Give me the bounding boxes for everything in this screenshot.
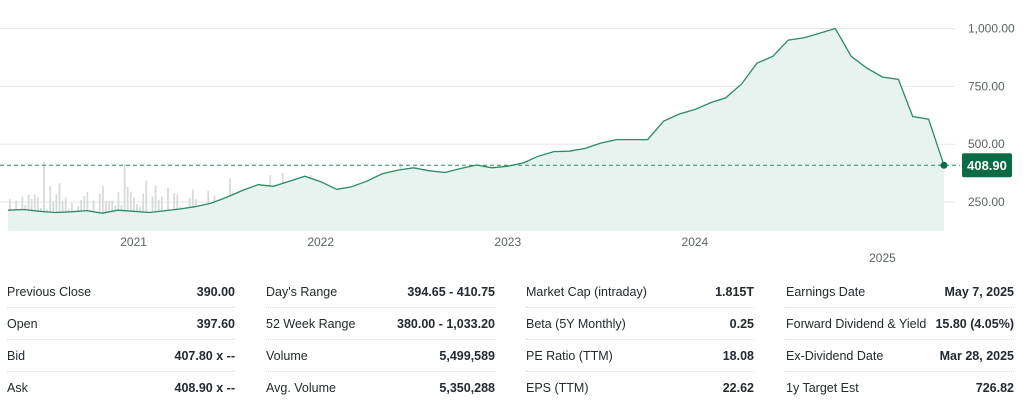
price-area-fill: [8, 28, 944, 231]
stat-row: 52 Week Range 380.00 - 1,033.20: [266, 308, 495, 340]
y-axis-ticks: 250.00 500.00 750.00 1,000.00: [968, 22, 1015, 210]
volume-bar: [49, 186, 52, 231]
stat-label: Day's Range: [266, 284, 338, 299]
stat-value: May 7, 2025: [944, 284, 1015, 299]
volume-bar: [58, 183, 61, 231]
current-price-tag: 408.90: [962, 153, 1012, 178]
stats-column-1: Previous Close 390.00 Open 397.60 Bid 407.80 …: [7, 276, 235, 403]
stat-label: Earnings Date: [786, 284, 866, 299]
x-tick-label: 2023: [494, 235, 521, 249]
stat-row: Bid 407.80 x --: [7, 340, 235, 372]
stat-row: EPS (TTM) 22.62: [526, 372, 754, 403]
stat-row: PE Ratio (TTM) 18.08: [526, 340, 754, 372]
stat-label: Previous Close: [7, 284, 92, 299]
stat-label: Ask: [7, 380, 28, 395]
y-tick-label: 500.00: [968, 137, 1005, 151]
y-tick-label: 1,000.00: [968, 22, 1015, 36]
stats-column-2: Day's Range 394.65 - 410.75 52 Week Range 3…: [266, 276, 495, 403]
stat-label: 52 Week Range: [266, 316, 356, 331]
stat-row: Previous Close 390.00: [7, 276, 235, 308]
stat-value: 380.00 - 1,033.20: [397, 316, 495, 331]
stat-value: 390.00: [196, 284, 235, 299]
stat-value: Mar 28, 2025: [939, 348, 1014, 363]
stats-column-4: Earnings Date May 7, 2025 Forward Dividend…: [786, 276, 1014, 403]
quote-stats: Previous Close 390.00 Open 397.60 Bid 407.80 …: [0, 276, 1024, 401]
stat-value: 1.815T: [715, 284, 754, 299]
volume-bar: [145, 180, 148, 231]
stat-label: 1y Target Est: [786, 380, 859, 395]
stat-row: Earnings Date May 7, 2025: [786, 276, 1014, 308]
stat-label: EPS (TTM): [526, 380, 589, 395]
volume-bar: [102, 186, 104, 231]
stat-label: Avg. Volume: [266, 380, 336, 395]
stat-label: Beta (5Y Monthly): [526, 316, 626, 331]
stat-label: Bid: [7, 348, 26, 363]
volume-bar: [126, 187, 129, 231]
stat-label: Ex-Dividend Date: [786, 348, 884, 363]
stat-value: 726.82: [975, 380, 1014, 395]
stat-label: Market Cap (intraday): [526, 284, 647, 299]
stat-value: 408.90 x --: [174, 380, 235, 395]
stat-label: Forward Dividend & Yield: [786, 316, 927, 331]
current-price-tag-label: 408.90: [967, 158, 1007, 173]
stat-row: 1y Target Est 726.82: [786, 372, 1014, 403]
y-tick-label: 250.00: [968, 195, 1005, 209]
volume-bar: [154, 185, 157, 231]
stat-value: 394.65 - 410.75: [407, 284, 495, 299]
stat-value: 407.80 x --: [174, 348, 235, 363]
stat-value: 15.80 (4.05%): [935, 316, 1014, 331]
stat-row: Open 397.60: [7, 308, 235, 340]
stat-row: Ask 408.90 x --: [7, 372, 235, 403]
stat-value: 22.62: [722, 380, 754, 395]
stat-row: Forward Dividend & Yield 15.80 (4.05%): [786, 308, 1014, 340]
stat-value: 5,499,589: [439, 348, 495, 363]
current-price-dot: [940, 161, 948, 169]
volume-bar: [123, 163, 126, 231]
stat-label: Volume: [266, 348, 308, 363]
stat-value: 18.08: [722, 348, 754, 363]
volume-bar: [43, 161, 45, 231]
stat-row: Avg. Volume 5,350,288: [266, 372, 495, 403]
y-tick-label: 750.00: [968, 79, 1005, 93]
stat-value: 0.25: [729, 316, 754, 331]
stat-label: Open: [7, 316, 38, 331]
stat-row: Volume 5,499,589: [266, 340, 495, 372]
stat-row: Beta (5Y Monthly) 0.25: [526, 308, 754, 340]
x-axis-ticks: 2021 2022 2023 2024 2025: [120, 235, 896, 265]
stat-row: Market Cap (intraday) 1.815T: [526, 276, 754, 308]
stat-label: PE Ratio (TTM): [526, 348, 613, 363]
stat-row: Day's Range 394.65 - 410.75: [266, 276, 495, 308]
current-price-tag-bg: [962, 153, 1012, 178]
x-tick-label: 2021: [120, 235, 147, 249]
stat-row: Ex-Dividend Date Mar 28, 2025: [786, 340, 1014, 372]
x-tick-label: 2022: [307, 235, 334, 249]
stat-value: 397.60: [196, 316, 235, 331]
x-tick-label: 2025: [869, 251, 896, 265]
volume-bar: [167, 187, 169, 231]
x-tick-label: 2024: [682, 235, 709, 249]
stats-column-3: Market Cap (intraday) 1.815T Beta (5Y Mont…: [526, 276, 754, 403]
stat-value: 5,350,288: [439, 380, 495, 395]
